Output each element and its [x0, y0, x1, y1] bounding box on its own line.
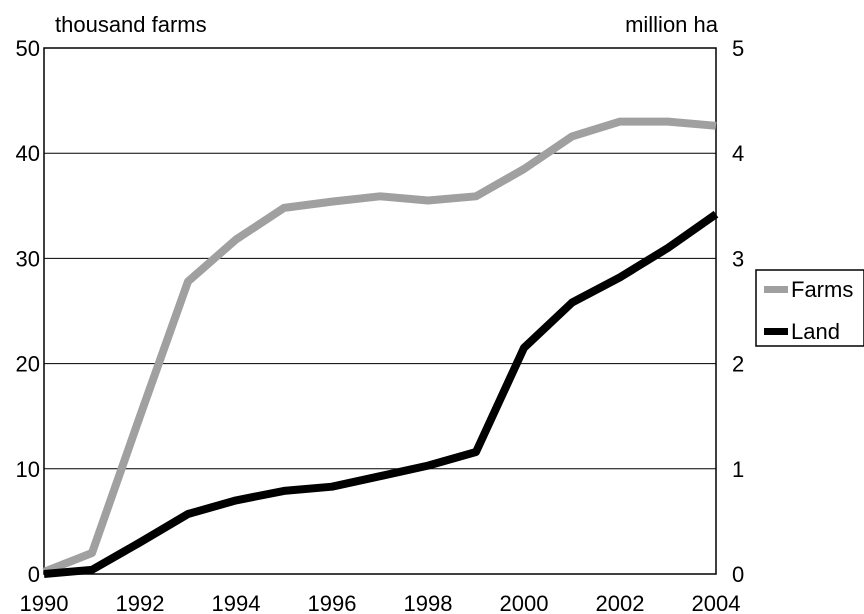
series-line-land — [43, 210, 719, 578]
tick-labels: 0 10 20 30 40 50 0 1 2 3 4 5 1990 1992 1994 1996 1998 200… — [16, 36, 745, 614]
y-left-tick-label: 50 — [16, 36, 40, 61]
plot-area-frame — [43, 47, 717, 575]
y-left-tick-label: 10 — [16, 457, 40, 482]
y-right-tick-label: 3 — [732, 246, 744, 271]
x-tick-label: 1998 — [404, 591, 453, 614]
legend-label-farms: Farms — [791, 277, 853, 302]
y-left-tick-label: 20 — [16, 352, 40, 377]
y-left-tick-label: 0 — [28, 562, 40, 587]
x-tick-label: 1994 — [212, 591, 261, 614]
x-tick-label: 1990 — [20, 591, 69, 614]
x-tick-label: 2004 — [692, 591, 741, 614]
x-tick-label: 1996 — [308, 591, 357, 614]
x-tick-label: 1992 — [116, 591, 165, 614]
y-right-tick-label: 4 — [732, 141, 744, 166]
legend-label-land: Land — [791, 319, 840, 344]
y-right-tick-label: 2 — [732, 352, 744, 377]
x-tick-label: 2000 — [500, 591, 549, 614]
series-lines — [42, 117, 719, 578]
legend: Farms Land — [755, 269, 864, 347]
y-right-tick-label: 5 — [732, 36, 744, 61]
y-axis-right-label: million ha — [625, 12, 719, 37]
legend-swatch-farms — [764, 286, 788, 293]
x-tick-label: 2002 — [596, 591, 645, 614]
series-line-farms — [42, 117, 717, 576]
legend-swatch-land — [764, 328, 788, 335]
y-axis-left-label: thousand farms — [55, 12, 207, 37]
y-left-tick-label: 40 — [16, 141, 40, 166]
y-left-tick-label: 30 — [16, 246, 40, 271]
y-right-tick-label: 1 — [732, 457, 744, 482]
y-right-tick-label: 0 — [732, 562, 744, 587]
gridlines — [44, 152, 716, 470]
